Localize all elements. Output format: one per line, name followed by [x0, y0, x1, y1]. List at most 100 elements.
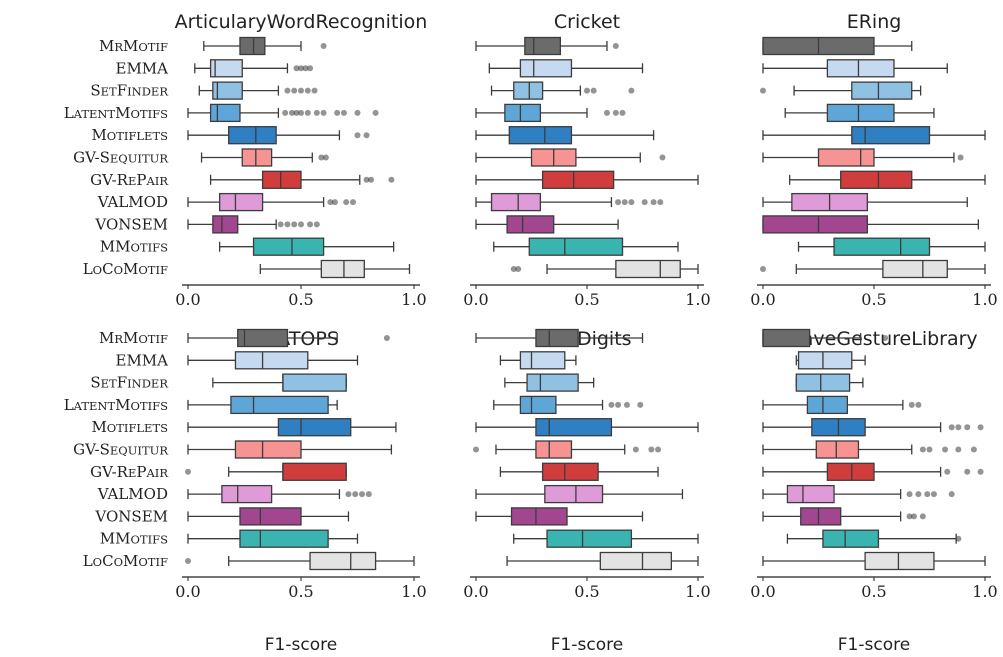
method-label-gv-sequitur: GV-SEQUITUR	[73, 441, 168, 459]
x-tick-label: 0.0	[463, 582, 488, 601]
outlier-point	[298, 221, 304, 228]
outlier-point	[919, 513, 926, 520]
box-mrmotif	[762, 328, 889, 348]
method-label-run: OTIF	[138, 263, 168, 277]
panel-articularywordrecognition: ArticularyWordRecognition 0.0 0.5 1.0	[175, 11, 428, 309]
x-tick-label: 1.0	[401, 290, 426, 309]
box-mmotifs	[187, 529, 359, 548]
box-locomotif	[259, 259, 411, 279]
method-label-emma: EMMA	[116, 351, 169, 369]
method-label-run: M	[115, 396, 130, 414]
x-tick-label: 0.5	[861, 290, 886, 309]
outlier-point	[515, 266, 522, 272]
method-label-run: EQUITUR	[110, 152, 168, 166]
box-motiflets	[187, 126, 370, 145]
outlier-point	[363, 132, 370, 139]
panel-uwavegesturelibrary: UWaveGestureLibrary 0.0 0.5 1.0 F1-score	[750, 328, 997, 655]
box-iqr	[797, 351, 853, 370]
box-iqr	[524, 36, 562, 56]
outlier-point	[955, 424, 962, 431]
x-axis-label: F1-score	[551, 635, 623, 655]
box-mmotifs	[786, 529, 962, 548]
method-label-run: ATENT	[73, 107, 116, 121]
method-label-run: GV-R	[90, 463, 129, 481]
outlier-point	[908, 401, 915, 408]
box-iqr	[234, 351, 309, 370]
box-iqr	[506, 215, 555, 234]
outlier-point	[612, 43, 619, 49]
box-gv-sequitur	[762, 440, 977, 459]
method-label-run: P	[136, 463, 146, 481]
box-iqr	[504, 103, 542, 123]
box-valmod	[475, 192, 664, 212]
box-gv-sequitur	[200, 148, 329, 167]
box-latentmotifs	[187, 103, 379, 123]
box-gv-sequitur	[187, 440, 393, 459]
outlier-point	[590, 87, 597, 94]
box-motiflets	[475, 126, 655, 145]
box-vonsem	[475, 215, 619, 234]
method-label-run: OTIFLETS	[107, 129, 168, 143]
method-label-run: INDER	[127, 377, 168, 391]
outlier-point	[365, 491, 372, 498]
outlier-point	[628, 199, 635, 206]
outlier-point	[615, 199, 622, 206]
box-iqr	[282, 373, 347, 392]
method-label-gv-repair: GV-REPAIR	[90, 463, 168, 481]
outlier-point	[354, 132, 361, 139]
panel-title: UWaveGestureLibrary	[770, 328, 977, 350]
box-vonsem	[762, 507, 926, 526]
box-iqr	[795, 373, 851, 392]
box-iqr	[615, 259, 681, 279]
method-label-run: M	[123, 37, 138, 55]
outlier-point	[977, 468, 984, 475]
method-label-run: ATENT	[73, 399, 116, 413]
box-iqr	[806, 395, 849, 415]
box-iqr	[822, 529, 880, 548]
box-iqr	[230, 395, 329, 415]
box-mmotifs	[493, 237, 679, 256]
outlier-point	[621, 199, 628, 206]
box-iqr	[239, 507, 302, 526]
box-iqr	[800, 507, 842, 526]
method-label-run: AIR	[145, 466, 168, 480]
method-label-run: GV-S	[73, 149, 110, 167]
method-label-mmotifs: MMOTIFS	[100, 238, 168, 256]
box-iqr	[864, 551, 935, 571]
x-axis-label: F1-score	[265, 635, 337, 655]
box-mrmotif	[203, 36, 327, 56]
box-iqr	[840, 170, 913, 189]
outlier-point	[650, 199, 657, 206]
box-emma	[194, 59, 314, 78]
method-label-setfinder: SETFINDER	[90, 82, 168, 100]
box-latentmotifs	[762, 395, 922, 415]
box-iqr	[535, 328, 579, 348]
method-label-run: M	[123, 552, 138, 570]
box-iqr	[541, 170, 615, 189]
outlier-point	[345, 491, 352, 498]
box-iqr	[882, 259, 948, 279]
method-label-mmotifs: MMOTIFS	[100, 530, 168, 548]
method-label-run: O	[114, 555, 123, 569]
outlier-point	[619, 109, 626, 116]
box-vonsem	[187, 215, 320, 234]
method-label-run: F	[117, 374, 127, 392]
method-label-run: INDER	[127, 85, 168, 99]
method-label-run: OTIF	[138, 555, 168, 569]
box-setfinder	[198, 81, 318, 100]
method-label-run: EQUITUR	[110, 444, 168, 458]
method-label-run: M	[123, 260, 138, 278]
method-label-run: S	[90, 82, 100, 100]
box-gv-repair	[185, 462, 347, 481]
outlier-point	[632, 446, 639, 453]
box-iqr	[212, 215, 239, 234]
box-iqr	[282, 462, 347, 481]
method-label-run: C	[102, 260, 113, 278]
method-label-locomotif: LOCOMOTIF	[83, 552, 168, 570]
box-locomotif	[510, 259, 699, 279]
method-label-run: ET	[101, 377, 117, 391]
outlier-point	[760, 87, 766, 94]
outlier-point	[298, 109, 304, 116]
outlier-point	[924, 491, 931, 498]
